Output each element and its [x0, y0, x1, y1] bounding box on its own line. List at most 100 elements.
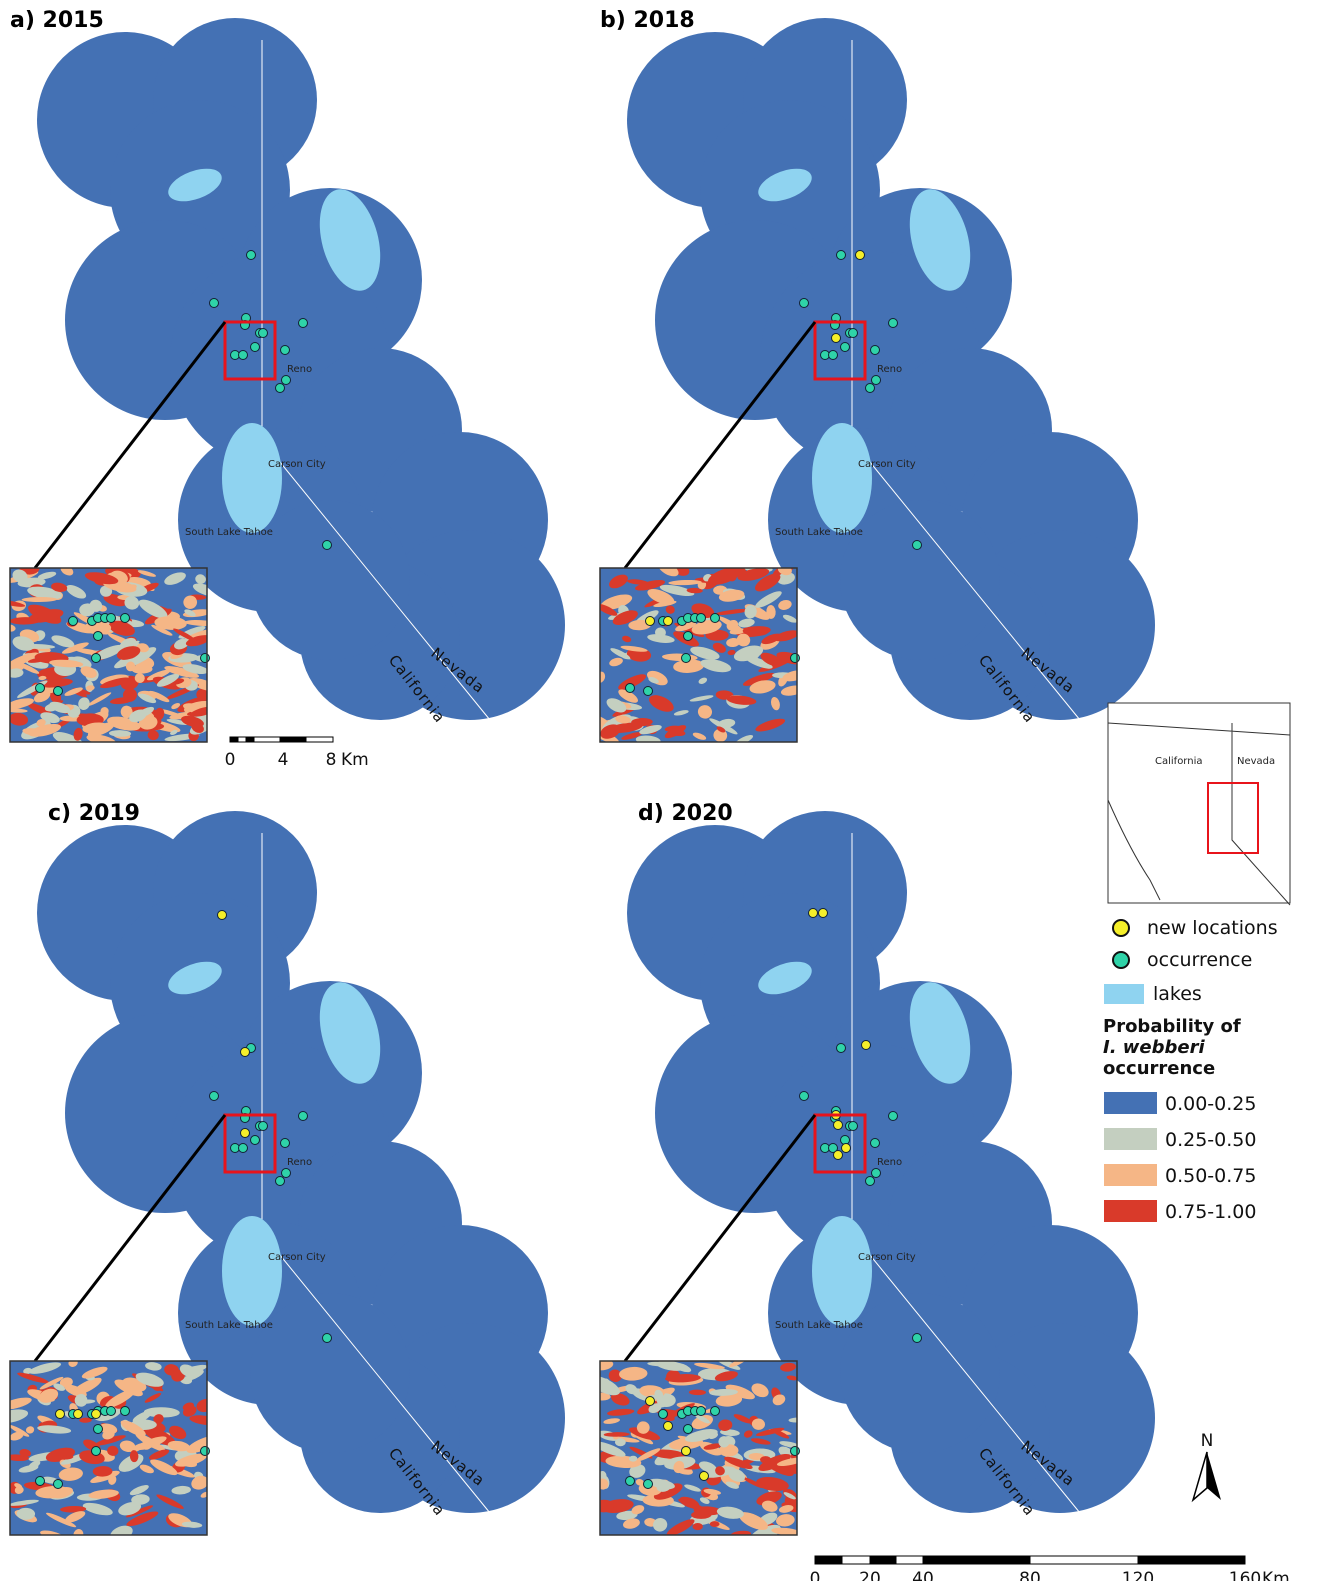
patch	[41, 1143, 63, 1155]
patch	[675, 406, 681, 411]
patch	[907, 182, 918, 188]
patch	[1044, 63, 1064, 70]
patch	[991, 966, 1004, 976]
occurrence-point	[626, 684, 635, 693]
patch	[622, 1088, 644, 1097]
patch	[998, 1130, 1010, 1138]
patch	[437, 60, 444, 65]
occurrence-point	[644, 687, 653, 696]
patch	[895, 949, 906, 959]
patch	[110, 534, 120, 540]
zoom-inset	[0, 562, 221, 751]
patch	[131, 534, 146, 546]
legend-symbol	[1113, 920, 1129, 936]
patch	[753, 451, 762, 459]
patch	[455, 296, 469, 303]
patch	[220, 625, 238, 639]
occurrence-point	[251, 1136, 260, 1145]
patch	[849, 1450, 868, 1459]
patch	[550, 220, 555, 227]
new-location-point	[862, 1041, 871, 1050]
occurrence-point	[201, 1447, 210, 1456]
patch	[95, 1346, 116, 1351]
patch	[637, 1213, 645, 1221]
patch	[1005, 1112, 1018, 1123]
patch	[1070, 918, 1087, 927]
new-location-point	[842, 1144, 851, 1153]
legend-swatch	[1104, 1092, 1157, 1114]
patch	[52, 246, 66, 252]
patch	[42, 1007, 61, 1022]
patch	[631, 1227, 639, 1236]
occurrence-point	[849, 1122, 858, 1131]
patch	[458, 82, 476, 93]
occurrence-point	[872, 1169, 881, 1178]
patch	[40, 297, 55, 311]
patch	[1045, 1100, 1060, 1114]
patch	[747, 1343, 760, 1355]
patch	[1128, 92, 1136, 99]
patch	[415, 884, 427, 893]
patch	[671, 1253, 687, 1266]
locator-label: Nevada	[1237, 756, 1275, 767]
patch	[441, 907, 447, 912]
patch	[1065, 263, 1077, 267]
patch	[550, 186, 566, 197]
lake	[222, 1216, 282, 1326]
new-location-point	[664, 1422, 673, 1431]
occurrence-point	[282, 1169, 291, 1178]
patch	[639, 330, 656, 341]
legend-label: 0.25-0.50	[1165, 1129, 1256, 1151]
patch	[1116, 1150, 1135, 1157]
patch	[421, 124, 441, 142]
new-location-point	[834, 1151, 843, 1160]
patch	[499, 116, 511, 125]
place-label: South Lake Tahoe	[185, 527, 273, 538]
patch	[802, 1465, 810, 1471]
patch	[838, 1495, 854, 1504]
patch	[477, 1033, 489, 1043]
patch	[459, 197, 474, 210]
patch	[44, 320, 56, 331]
map-panel: c) 2019RenoCarson CitySouth Lake TahoeNe…	[0, 801, 565, 1544]
patch	[458, 296, 469, 305]
patch	[630, 314, 649, 325]
patch	[35, 61, 50, 67]
patch	[46, 536, 52, 544]
patch	[62, 361, 73, 366]
patch	[1031, 200, 1047, 208]
patch	[47, 1031, 57, 1040]
patch	[1008, 183, 1019, 188]
patch	[425, 914, 438, 924]
patch	[649, 461, 660, 470]
patch	[357, 123, 363, 130]
legend-symbol	[1104, 984, 1144, 1004]
occurrence-point	[282, 376, 291, 385]
occurrence-point	[94, 1425, 103, 1434]
place-label: South Lake Tahoe	[775, 1320, 863, 1331]
patch	[505, 208, 516, 218]
patch	[819, 1428, 832, 1439]
patch	[66, 389, 72, 395]
figure: a) 2015RenoCarson CitySouth Lake TahoeNe…	[0, 0, 1324, 1581]
occurrence-point	[697, 1407, 706, 1416]
patch	[283, 683, 303, 698]
patch	[803, 627, 809, 632]
patch	[984, 850, 997, 859]
patch	[980, 931, 1001, 936]
patch	[1145, 405, 1154, 413]
patch	[444, 1114, 452, 1120]
occurrence-point	[913, 541, 922, 550]
patch	[1057, 1128, 1074, 1133]
patch	[1033, 963, 1053, 974]
patch	[636, 1170, 652, 1181]
lake	[812, 1216, 872, 1326]
occurrence-point	[684, 1425, 693, 1434]
patch	[463, 262, 481, 275]
patch	[1094, 269, 1102, 274]
place-label: South Lake Tahoe	[775, 527, 863, 538]
patch	[520, 251, 539, 263]
patch	[1085, 326, 1097, 333]
patch	[436, 238, 449, 247]
patch	[362, 147, 373, 157]
